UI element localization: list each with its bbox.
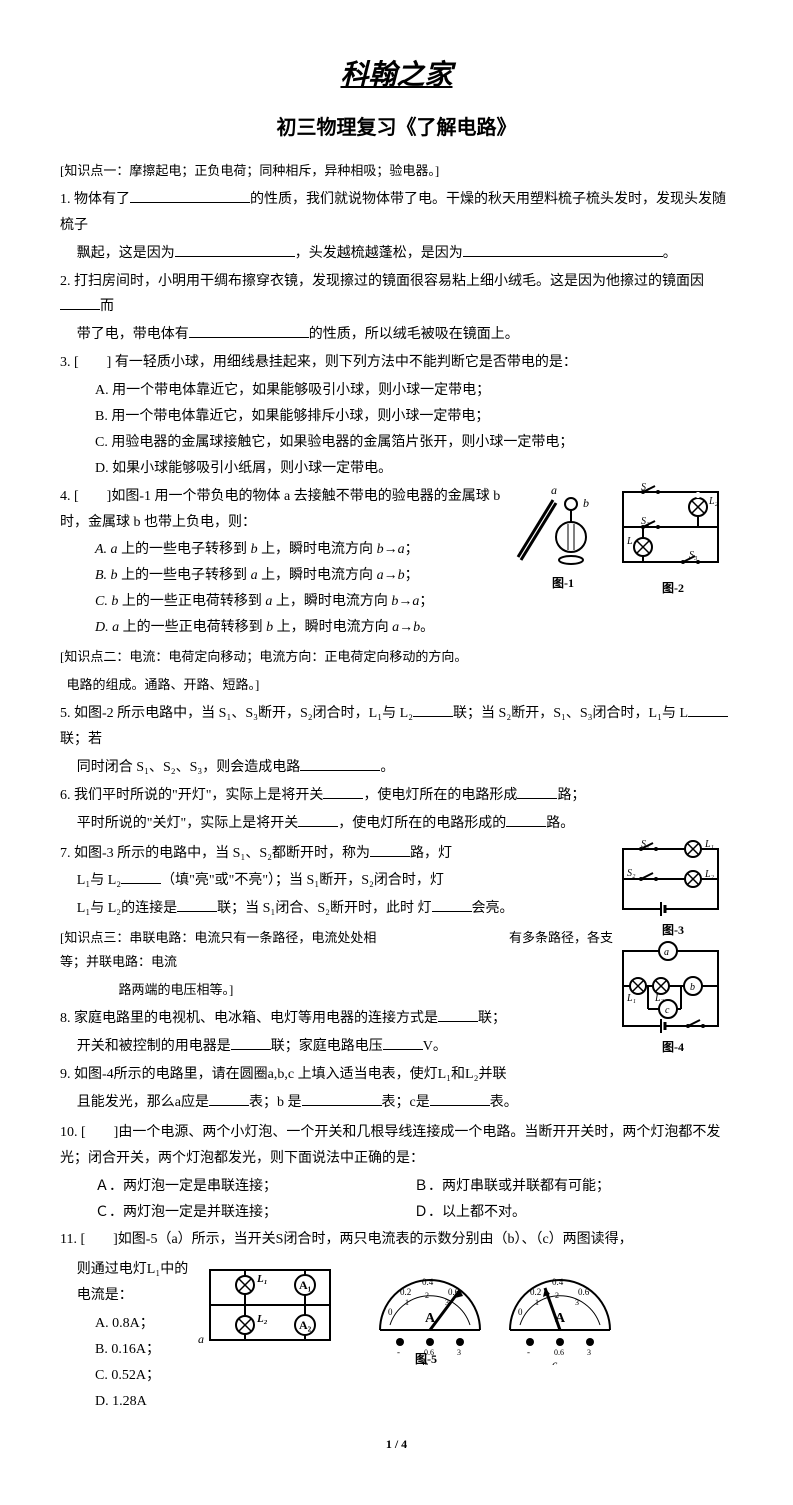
svg-text:0.4: 0.4 (422, 1277, 434, 1287)
svg-text:a: a (198, 1332, 204, 1346)
svg-text:b: b (690, 982, 695, 993)
svg-text:图-5: 图-5 (415, 1352, 437, 1365)
svg-text:L₁: L₁ (626, 536, 636, 547)
svg-text:1: 1 (405, 1298, 409, 1307)
question-4: 4. [ ]如图-1 用一个带负电的物体 a 去接触不带电的验电器的金属球 b … (60, 484, 513, 536)
svg-text:L₁: L₁ (626, 993, 636, 1004)
q4-option-a: A. a 上的一些电子转移到 b 上，瞬时电流方向 b→a； (60, 537, 513, 563)
svg-text:0: 0 (388, 1307, 393, 1317)
figure-1: a b 图-1 (513, 482, 613, 594)
q4-option-c: C. b 上的一些正电荷转移到 a 上，瞬时电流方向 b→a； (60, 589, 513, 615)
svg-text:c: c (552, 1357, 558, 1365)
question-6-cont: 平时所说的"关灯"，实际上是将开关，使电灯所在的电路形成的路。 (60, 811, 733, 837)
svg-text:L₂: L₂ (708, 496, 719, 507)
svg-text:0.6: 0.6 (578, 1287, 590, 1297)
svg-text:0.4: 0.4 (552, 1277, 564, 1287)
svg-text:0.2: 0.2 (530, 1287, 541, 1297)
question-9: 9. 如图-4所示的电路里，请在圆圈a,b,c 上填入适当电表，使灯L₁和L₂并… (60, 1062, 613, 1088)
question-3: 3. [ ] 有一轻质小球，用细线悬挂起来，则下列方法中不能判断它是否带电的是： (60, 350, 733, 376)
knowledge-point-1: [知识点一：摩擦起电；正负电荷；同种相斥，异种相吸；验电器。] (60, 159, 733, 183)
q3-option-b: B. 用一个带电体靠近它，如果能够排斥小球，则小球一定带电； (60, 404, 733, 430)
svg-text:L₂: L₂ (704, 869, 715, 880)
q4-option-d: D. a 上的一些正电荷转移到 b 上，瞬时电流方向 a→b。 (60, 615, 513, 641)
q3-option-a: A. 用一个带电体靠近它，如果能够吸引小球，则小球一定带电； (60, 378, 733, 404)
q4-option-b: B. b 上的一些电子转移到 a 上，瞬时电流方向 a→b； (60, 563, 513, 589)
svg-text:A: A (555, 1311, 566, 1326)
svg-text:L₁: L₁ (704, 839, 714, 850)
svg-text:-: - (527, 1347, 530, 1357)
figure-3: S₁ L₁ S₂ L₂ (613, 839, 728, 919)
svg-text:A₂: A₂ (299, 1318, 312, 1332)
svg-text:A: A (425, 1311, 436, 1326)
question-2: 2. 打扫房间时，小明用干绸布擦穿衣镜，发现擦过的镜面很容易粘上细小绒毛。这是因… (60, 269, 733, 321)
q11-option-a: A. 0.8A； (60, 1311, 190, 1337)
knowledge-point-2a: [知识点二：电流：电荷定向移动；电流方向：正电荷定向移动的方向。 (60, 645, 733, 669)
question-11b: 则通过电灯L₁中的电流是： (60, 1257, 190, 1309)
svg-text:3: 3 (457, 1348, 461, 1357)
question-7c: L₁与 L₂的连接是联；当 S₁闭合、S₂断开时，此时 灯会亮。 (60, 896, 613, 922)
page-footer: 1 / 4 (60, 1433, 733, 1455)
question-1: 1. 物体有了的性质，我们就说物体带了电。干燥的秋天用塑料梳子梳头发时，发现头发… (60, 187, 733, 239)
svg-text:3: 3 (575, 1298, 579, 1307)
svg-text:b: b (583, 496, 589, 510)
svg-text:2: 2 (555, 1291, 559, 1300)
svg-text:L₂: L₂ (256, 1313, 268, 1325)
svg-text:a: a (551, 483, 557, 497)
svg-text:0.6: 0.6 (554, 1348, 564, 1357)
svg-text:0.2: 0.2 (400, 1287, 411, 1297)
svg-text:1: 1 (535, 1298, 539, 1307)
knowledge-point-3: [知识点三：串联电路：电流只有一条路径，电流处处相等；并联电路：电流有多条路径，… (60, 926, 613, 974)
figure-4: a L₁ L₂ b c (613, 941, 728, 1036)
q3-option-d: D. 如果小球能够吸引小纸屑，则小球一定带电。 (60, 456, 733, 482)
question-8: 8. 家庭电路里的电视机、电冰箱、电灯等用电器的连接方式是联； (60, 1006, 613, 1032)
question-5-cont: 同时闭合 S₁、S₂、S₃，则会造成电路。 (60, 755, 733, 781)
question-9b: 且能发光，那么a应是表；b 是表；c是表。 (60, 1090, 613, 1116)
question-10: 10. [ ]由一个电源、两个小灯泡、一个开关和几根导线连接成一个电路。当断开开… (60, 1120, 733, 1172)
question-11: 11. [ ]如图-5（a）所示，当开关S闭合时，两只电流表的示数分别由（b）、… (60, 1227, 733, 1253)
q10-options-ab: Ａ．两灯泡一定是串联连接；Ｂ．两灯串联或并联都有可能； (60, 1174, 733, 1200)
figure-3-label: 图-3 (613, 919, 733, 941)
svg-text:L₁: L₁ (256, 1273, 268, 1285)
question-2-cont: 带了电，带电体有的性质，所以绒毛被吸在镜面上。 (60, 322, 733, 348)
knowledge-point-3b: 路两端的电压相等。] (60, 978, 613, 1002)
figure-4-label: 图-4 (613, 1036, 733, 1058)
svg-text:3: 3 (587, 1348, 591, 1357)
figure-5: L₁ A₁ L₂ A₂ a 0 0.2 (190, 1255, 733, 1365)
knowledge-point-2b: 电路的组成。通路、开路、短路。] (60, 673, 733, 697)
svg-text:c: c (665, 1005, 670, 1016)
q3-option-c: C. 用验电器的金属球接触它，如果验电器的金属箔片张开，则小球一定带电； (60, 430, 733, 456)
svg-text:-: - (397, 1347, 400, 1357)
figure-2: S₁ L₂ S₂ L₁ S₃ 图-2 (613, 482, 733, 599)
question-6: 6. 我们平时所说的"开灯"，实际上是将开关，使电灯所在的电路形成路； (60, 783, 733, 809)
q11-option-d: D. 1.28A (60, 1389, 190, 1415)
svg-text:A₁: A₁ (299, 1278, 312, 1292)
q11-option-b: B. 0.16A； (60, 1337, 190, 1363)
question-7: 7. 如图-3 所示的电路中，当 S₁、S₂都断开时，称为路，灯 (60, 841, 613, 867)
q10-options-cd: Ｃ．两灯泡一定是并联连接；Ｄ．以上都不对。 (60, 1200, 733, 1226)
question-8b: 开关和被控制的用电器是联；家庭电路电压V。 (60, 1034, 613, 1060)
svg-text:a: a (664, 947, 669, 958)
svg-text:2: 2 (425, 1291, 429, 1300)
question-5: 5. 如图-2 所示电路中，当 S₁、S₃断开，S₂闭合时，L₁与 L₂联；当 … (60, 701, 733, 753)
question-7b: L₁与 L₂（填"亮"或"不亮"）；当 S₁断开，S₂闭合时，灯 (60, 868, 613, 894)
worksheet-title: 初三物理复习《了解电路》 (60, 110, 733, 147)
question-1-cont: 飘起，这是因为，头发越梳越蓬松，是因为。 (60, 241, 733, 267)
q11-option-c: C. 0.52A； (60, 1363, 190, 1389)
svg-text:0: 0 (518, 1307, 523, 1317)
page-header: 科翰之家 (60, 50, 733, 102)
svg-text:S₂: S₂ (627, 868, 636, 879)
